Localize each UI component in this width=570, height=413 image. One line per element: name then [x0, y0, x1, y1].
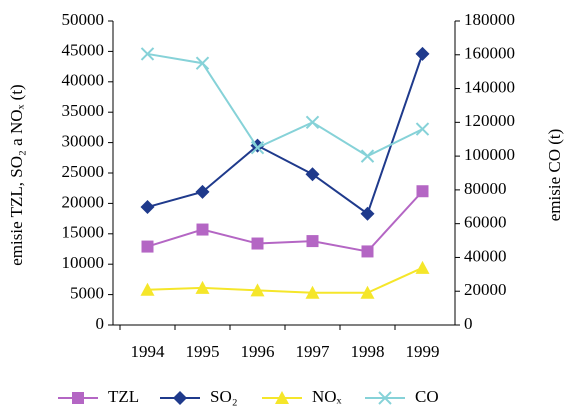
- y-axis-label: emisie TZL, SO₂ a NOₓ (t): [7, 84, 26, 265]
- legend-marker: [173, 391, 187, 405]
- y2-axis-label: emisie CO (t): [545, 129, 564, 222]
- y2-tick-label: 80000: [464, 179, 507, 198]
- legend-label: TZL: [108, 387, 139, 406]
- y2-tick-label: 20000: [464, 280, 507, 299]
- x-tick-label: 1998: [351, 342, 385, 361]
- y-tick-label: 30000: [62, 132, 105, 151]
- data-point: [415, 46, 430, 61]
- data-point: [360, 149, 375, 163]
- x-tick-label: 1999: [406, 342, 440, 361]
- legend-label: CO: [415, 387, 439, 406]
- y-tick-label: 10000: [62, 253, 105, 272]
- legend-label: SO₂: [210, 387, 238, 406]
- data-point: [250, 140, 265, 155]
- y-tick-label: 40000: [62, 71, 105, 90]
- x-tick-label: 1995: [186, 342, 220, 361]
- data-point: [416, 185, 429, 198]
- y-tick-label: 35000: [62, 101, 105, 120]
- y-tick-label: 0: [96, 314, 105, 333]
- data-point: [141, 240, 154, 253]
- y2-tick-label: 160000: [464, 44, 515, 63]
- data-point: [415, 260, 430, 274]
- data-point: [140, 200, 155, 215]
- data-point: [305, 115, 320, 130]
- legend-marker: [378, 391, 392, 405]
- data-point: [195, 184, 210, 199]
- data-point: [306, 235, 319, 248]
- y-tick-label: 45000: [62, 40, 105, 59]
- data-point: [360, 206, 375, 221]
- y2-tick-label: 140000: [464, 77, 515, 96]
- y-tick-label: 15000: [62, 223, 105, 242]
- data-point: [415, 122, 430, 136]
- legend-marker: [72, 392, 84, 404]
- x-tick-label: 1996: [241, 342, 275, 361]
- y-tick-label: 50000: [62, 10, 105, 29]
- series-line: [147, 190, 424, 253]
- data-point: [305, 285, 320, 299]
- data-point: [140, 47, 155, 61]
- y2-tick-label: 180000: [464, 10, 515, 29]
- y2-tick-label: 100000: [464, 145, 515, 164]
- x-tick-label: 1994: [131, 342, 166, 361]
- data-point: [251, 237, 264, 250]
- y-tick-label: 20000: [62, 192, 105, 211]
- y2-tick-label: 40000: [464, 246, 507, 265]
- data-point: [196, 223, 209, 236]
- data-point: [195, 280, 210, 294]
- data-point: [360, 285, 375, 299]
- series-line: [147, 266, 423, 294]
- legend-marker: [275, 391, 289, 404]
- y2-tick-label: 60000: [464, 213, 507, 232]
- data-point: [305, 167, 320, 182]
- data-point: [250, 283, 265, 297]
- x-tick-label: 1997: [296, 342, 331, 361]
- data-point: [361, 245, 374, 258]
- legend-label: NOₓ: [312, 387, 342, 406]
- series-line: [147, 52, 423, 158]
- data-point: [140, 282, 155, 296]
- y-tick-label: 5000: [70, 284, 104, 303]
- data-point: [195, 56, 210, 70]
- y2-tick-label: 0: [464, 314, 473, 333]
- y-tick-label: 25000: [62, 162, 105, 181]
- y2-tick-label: 120000: [464, 111, 515, 130]
- series-line: [147, 53, 424, 216]
